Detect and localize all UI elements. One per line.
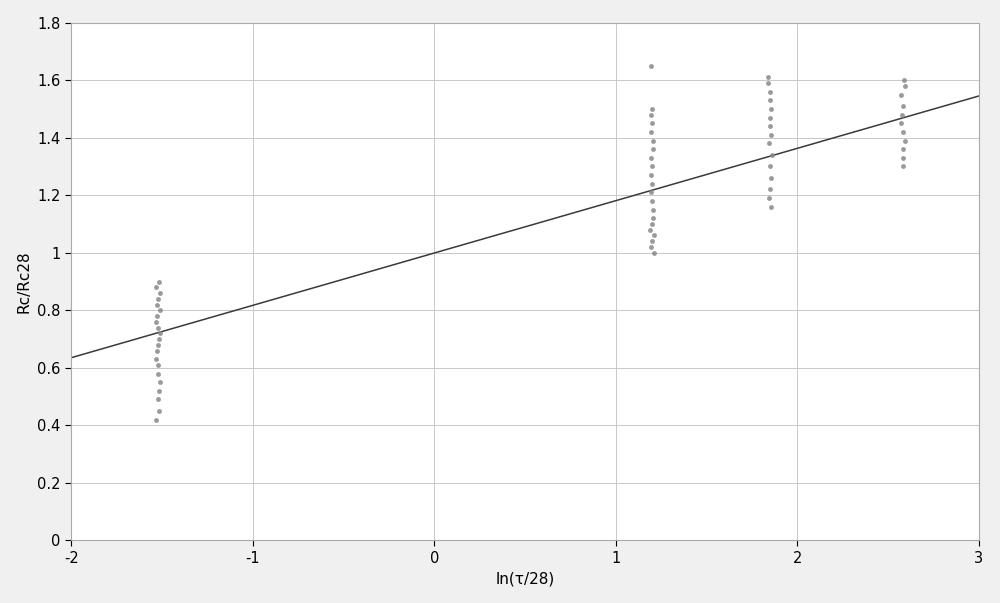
- Point: [152, 377, 168, 387]
- Point: [896, 75, 912, 85]
- Point: [643, 153, 659, 163]
- Point: [895, 127, 911, 137]
- Point: [645, 136, 661, 145]
- Point: [762, 121, 778, 131]
- Point: [760, 72, 776, 82]
- Point: [148, 355, 164, 364]
- Point: [149, 346, 165, 355]
- Point: [643, 170, 659, 180]
- Point: [150, 340, 166, 350]
- Point: [895, 153, 911, 163]
- Point: [645, 205, 661, 215]
- Point: [762, 113, 778, 122]
- Point: [761, 194, 777, 203]
- Point: [643, 127, 659, 137]
- Point: [762, 162, 778, 171]
- Point: [152, 306, 168, 315]
- Point: [150, 294, 166, 303]
- Point: [150, 368, 166, 378]
- Point: [148, 415, 164, 425]
- X-axis label: ln(τ/28): ln(τ/28): [495, 571, 555, 586]
- Y-axis label: Rc/Rc28: Rc/Rc28: [17, 250, 32, 313]
- Point: [644, 219, 660, 229]
- Point: [152, 329, 168, 338]
- Point: [645, 144, 661, 154]
- Point: [644, 162, 660, 171]
- Point: [897, 136, 913, 145]
- Point: [151, 277, 167, 286]
- Point: [763, 104, 779, 114]
- Point: [149, 311, 165, 321]
- Point: [642, 225, 658, 235]
- Point: [763, 202, 779, 212]
- Point: [152, 288, 168, 298]
- Point: [762, 95, 778, 105]
- Point: [760, 78, 776, 88]
- Point: [148, 317, 164, 327]
- Point: [763, 173, 779, 183]
- Point: [150, 394, 166, 404]
- Point: [151, 334, 167, 344]
- Point: [893, 119, 909, 128]
- Point: [643, 110, 659, 119]
- Point: [762, 185, 778, 194]
- Point: [150, 323, 166, 332]
- Point: [643, 242, 659, 252]
- Point: [643, 188, 659, 197]
- Point: [646, 248, 662, 257]
- Point: [895, 101, 911, 111]
- Point: [764, 150, 780, 160]
- Point: [644, 179, 660, 189]
- Point: [148, 282, 164, 292]
- Point: [761, 139, 777, 148]
- Point: [644, 196, 660, 206]
- Point: [644, 104, 660, 114]
- Point: [645, 213, 661, 223]
- Point: [644, 119, 660, 128]
- Point: [763, 130, 779, 140]
- Point: [149, 300, 165, 309]
- Point: [646, 231, 662, 241]
- Point: [895, 144, 911, 154]
- Point: [644, 236, 660, 246]
- Point: [897, 81, 913, 91]
- Point: [150, 360, 166, 370]
- Point: [643, 61, 659, 71]
- Point: [151, 386, 167, 396]
- Point: [894, 110, 910, 119]
- Point: [151, 406, 167, 415]
- Point: [895, 162, 911, 171]
- Point: [893, 90, 909, 99]
- Point: [762, 87, 778, 96]
